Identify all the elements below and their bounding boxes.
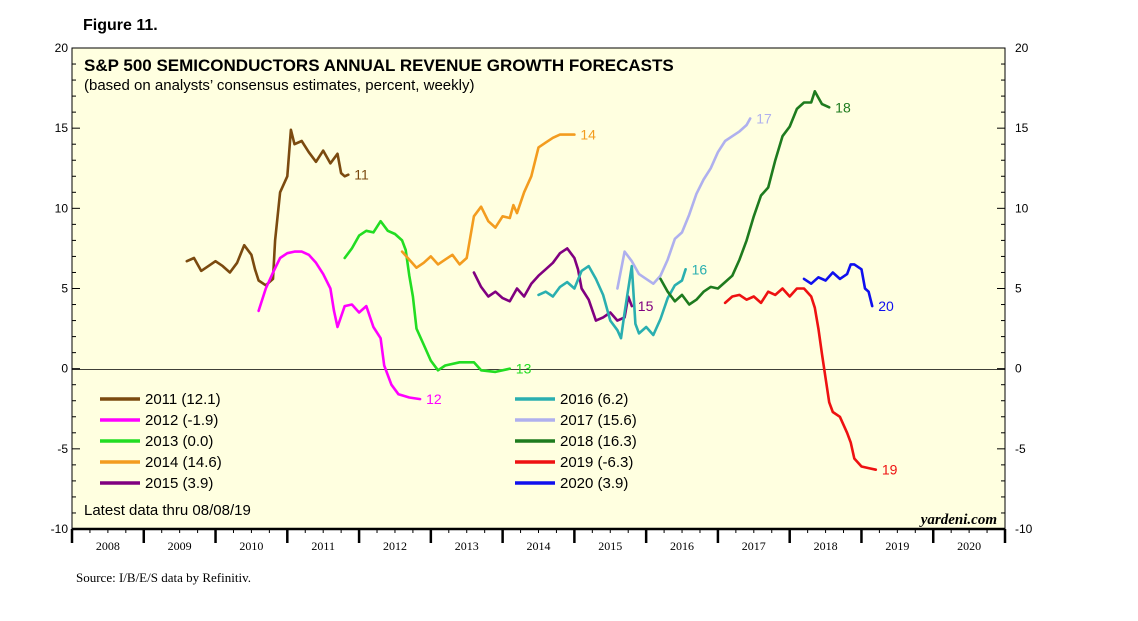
y-tick-label-right: -5 — [1015, 442, 1026, 456]
x-tick-label: 2017 — [742, 539, 766, 553]
source-note: Source: I/B/E/S data by Refinitiv. — [76, 570, 251, 585]
latest-data-note: Latest data thru 08/08/19 — [84, 502, 251, 519]
legend-label-11: 2011 (12.1) — [145, 391, 221, 408]
x-tick-label: 2015 — [598, 539, 622, 553]
legend-label-17: 2017 (15.6) — [560, 412, 637, 429]
x-tick-label: 2016 — [670, 539, 694, 553]
x-tick-label: 2009 — [168, 539, 192, 553]
x-tick-label: 2018 — [814, 539, 838, 553]
series-line-15 — [472, 247, 634, 322]
x-tick-label: 2014 — [527, 539, 551, 553]
brand-watermark: yardeni.com — [919, 512, 997, 528]
x-axis: 2008 2009 2010 2011 2012 2013 2014 2015 2016 2017… — [70, 527, 1007, 553]
y-tick-label-right: 0 — [1015, 362, 1022, 376]
y-tick-label-left: 20 — [55, 41, 69, 55]
series-end-label-19: 19 — [882, 462, 898, 478]
series-end-label-13: 13 — [516, 361, 532, 377]
series-end-label-12: 12 — [426, 391, 442, 407]
series-end-label-11: 11 — [354, 167, 369, 183]
legend-label-16: 2016 (6.2) — [560, 391, 628, 408]
x-tick-label: 2012 — [383, 539, 407, 553]
series-end-label-17: 17 — [756, 111, 772, 127]
series-line-18 — [659, 90, 831, 306]
y-tick-label-left: 5 — [61, 282, 68, 296]
series-line-20 — [802, 263, 874, 308]
x-tick-label: 2010 — [239, 539, 263, 553]
series-line-11 — [185, 128, 350, 287]
series-end-labels: 11 12 13 14 15 16 17 18 19 20 — [354, 99, 897, 477]
y-tick-label-left: 0 — [61, 362, 68, 376]
legend-right: 2016 (6.2) 2017 (15.6) 2018 (16.3) 2019 (-6… — [515, 391, 637, 492]
series-line-17 — [616, 117, 752, 290]
y-tick-label-left: -10 — [51, 522, 69, 536]
x-tick-label: 2019 — [885, 539, 909, 553]
series-line-19 — [723, 287, 878, 472]
series-lines — [185, 90, 878, 472]
x-tick-label: 2008 — [96, 539, 120, 553]
legend-label-20: 2020 (3.9) — [560, 475, 628, 492]
series-end-label-16: 16 — [692, 261, 708, 277]
legend-label-12: 2012 (-1.9) — [145, 412, 218, 429]
legend-left: 2011 (12.1) 2012 (-1.9) 2013 (0.0) 2014 (14… — [100, 391, 222, 492]
series-line-12 — [257, 250, 422, 401]
series-end-label-14: 14 — [580, 127, 596, 143]
x-tick-label: 2020 — [957, 539, 981, 553]
series-line-16 — [537, 264, 687, 340]
series-line-13 — [343, 219, 512, 374]
y-axis-right: 20 15 10 5 0 -5 -10 — [997, 41, 1033, 536]
figure-label: Figure 11. — [83, 17, 158, 34]
x-tick-label: 2011 — [311, 539, 335, 553]
y-tick-label-right: 15 — [1015, 121, 1029, 135]
plot-area — [71, 47, 1006, 530]
legend-label-13: 2013 (0.0) — [145, 433, 213, 450]
legend-label-19: 2019 (-6.3) — [560, 454, 633, 471]
legend-label-15: 2015 (3.9) — [145, 475, 213, 492]
y-tick-label-left: 10 — [55, 201, 69, 215]
series-end-label-18: 18 — [835, 99, 851, 115]
series-end-label-20: 20 — [878, 298, 894, 314]
y-tick-label-right: 5 — [1015, 282, 1022, 296]
legend-label-14: 2014 (14.6) — [145, 454, 222, 471]
series-end-label-15: 15 — [638, 298, 654, 314]
y-tick-label-left: -5 — [57, 442, 68, 456]
series-line-14 — [400, 133, 576, 270]
x-tick-label: 2013 — [455, 539, 479, 553]
legend-label-18: 2018 (16.3) — [560, 433, 637, 450]
chart-title: S&P 500 SEMICONDUCTORS ANNUAL REVENUE GR… — [84, 56, 674, 75]
y-tick-label-left: 15 — [55, 121, 69, 135]
y-tick-label-right: 20 — [1015, 41, 1029, 55]
chart-subtitle: (based on analysts’ consensus estimates,… — [84, 77, 474, 94]
y-tick-label-right: 10 — [1015, 201, 1029, 215]
y-tick-label-right: -10 — [1015, 522, 1033, 536]
